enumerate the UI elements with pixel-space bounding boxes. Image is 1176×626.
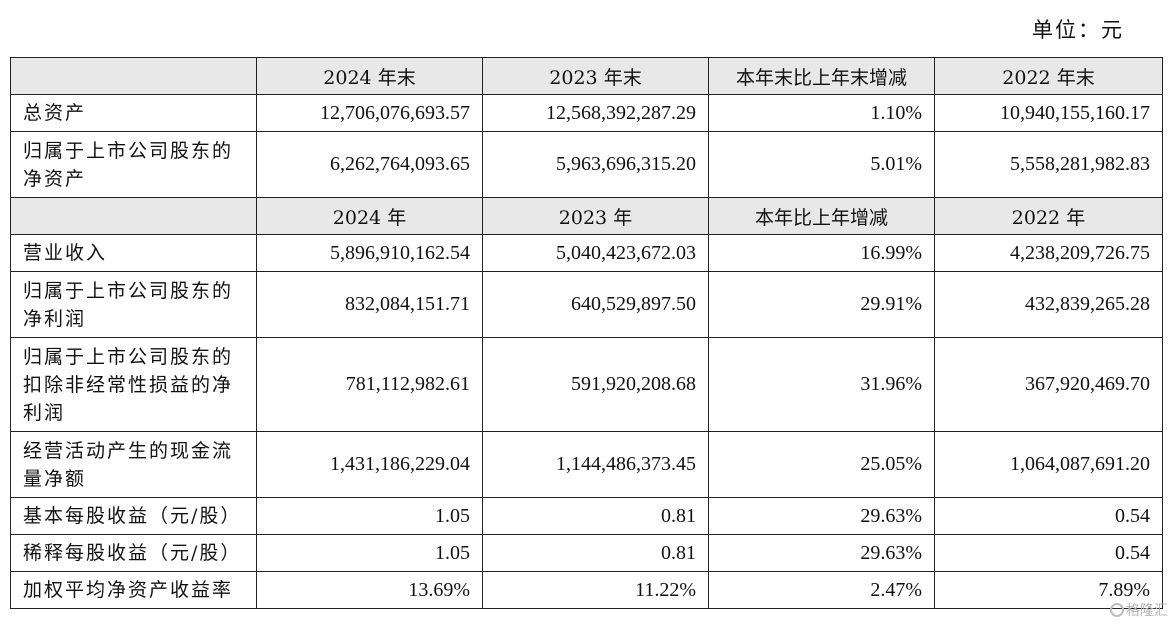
- value-2022: 7.89%: [934, 571, 1163, 609]
- value-2024: 5,896,910,162.54: [256, 234, 483, 272]
- value-2023: 591,920,208.68: [482, 337, 709, 432]
- value-2024: 1.05: [256, 534, 483, 572]
- table-row: 加权平均净资产收益率 13.69% 11.22% 2.47% 7.89%: [10, 571, 1163, 609]
- value-2024: 781,112,982.61: [256, 337, 483, 432]
- value-change: 31.96%: [708, 337, 935, 432]
- row-label: 基本每股收益（元/股）: [10, 497, 257, 535]
- value-change: 29.63%: [708, 497, 935, 535]
- value-change: 16.99%: [708, 234, 935, 272]
- table-row: 归属于上市公司股东的净资产 6,262,764,093.65 5,963,696…: [10, 131, 1163, 198]
- value-2022: 0.54: [934, 497, 1163, 535]
- header-2022-year: 2022 年: [934, 197, 1163, 235]
- row-label: 归属于上市公司股东的扣除非经常性损益的净利润: [10, 337, 257, 432]
- header-2023-year-end: 2023 年末: [482, 57, 709, 95]
- value-2022: 5,558,281,982.83: [934, 131, 1163, 198]
- header-row-year-end: 2024 年末 2023 年末 本年末比上年末增减 2022 年末: [10, 57, 1163, 95]
- row-label: 总资产: [10, 94, 257, 132]
- value-2024: 13.69%: [256, 571, 483, 609]
- value-change: 25.05%: [708, 431, 935, 498]
- value-2024: 6,262,764,093.65: [256, 131, 483, 198]
- value-change: 2.47%: [708, 571, 935, 609]
- table-row: 归属于上市公司股东的扣除非经常性损益的净利润 781,112,982.61 59…: [10, 337, 1163, 432]
- row-label: 归属于上市公司股东的净利润: [10, 271, 257, 338]
- value-2023: 640,529,897.50: [482, 271, 709, 338]
- watermark: 格隆汇: [1110, 600, 1168, 620]
- table-row: 基本每股收益（元/股） 1.05 0.81 29.63% 0.54: [10, 497, 1163, 535]
- financial-summary-table: 2024 年末 2023 年末 本年末比上年末增减 2022 年末 总资产 12…: [10, 57, 1163, 609]
- value-2022: 0.54: [934, 534, 1163, 572]
- value-2023: 1,144,486,373.45: [482, 431, 709, 498]
- value-2024: 1,431,186,229.04: [256, 431, 483, 498]
- gelonghui-logo-icon: [1110, 603, 1124, 617]
- header-2022-year-end: 2022 年末: [934, 57, 1163, 95]
- value-change: 1.10%: [708, 94, 935, 132]
- table-row: 稀释每股收益（元/股） 1.05 0.81 29.63% 0.54: [10, 534, 1163, 572]
- watermark-text: 格隆汇: [1126, 603, 1168, 619]
- value-2022: 1,064,087,691.20: [934, 431, 1163, 498]
- row-label: 经营活动产生的现金流量净额: [10, 431, 257, 498]
- table-row: 总资产 12,706,076,693.57 12,568,392,287.29 …: [10, 94, 1163, 132]
- header-2023-year: 2023 年: [482, 197, 709, 235]
- header-2024-year: 2024 年: [256, 197, 483, 235]
- value-change: 5.01%: [708, 131, 935, 198]
- value-2022: 432,839,265.28: [934, 271, 1163, 338]
- value-change: 29.63%: [708, 534, 935, 572]
- unit-label: 单位：元: [1032, 18, 1124, 42]
- table-row: 营业收入 5,896,910,162.54 5,040,423,672.03 1…: [10, 234, 1163, 272]
- header-blank-cell: [10, 197, 257, 235]
- table-row: 经营活动产生的现金流量净额 1,431,186,229.04 1,144,486…: [10, 431, 1163, 498]
- value-2024: 12,706,076,693.57: [256, 94, 483, 132]
- value-2024: 1.05: [256, 497, 483, 535]
- value-change: 29.91%: [708, 271, 935, 338]
- header-blank-cell: [10, 57, 257, 95]
- value-2023: 12,568,392,287.29: [482, 94, 709, 132]
- value-2024: 832,084,151.71: [256, 271, 483, 338]
- value-2023: 11.22%: [482, 571, 709, 609]
- table-row: 归属于上市公司股东的净利润 832,084,151.71 640,529,897…: [10, 271, 1163, 338]
- value-2022: 367,920,469.70: [934, 337, 1163, 432]
- row-label: 稀释每股收益（元/股）: [10, 534, 257, 572]
- row-label: 归属于上市公司股东的净资产: [10, 131, 257, 198]
- header-2024-year-end: 2024 年末: [256, 57, 483, 95]
- value-2023: 0.81: [482, 497, 709, 535]
- header-year-change: 本年比上年增减: [708, 197, 935, 235]
- value-2023: 5,040,423,672.03: [482, 234, 709, 272]
- value-2022: 10,940,155,160.17: [934, 94, 1163, 132]
- value-2023: 5,963,696,315.20: [482, 131, 709, 198]
- header-year-end-change: 本年末比上年末增减: [708, 57, 935, 95]
- row-label: 加权平均净资产收益率: [10, 571, 257, 609]
- row-label: 营业收入: [10, 234, 257, 272]
- value-2023: 0.81: [482, 534, 709, 572]
- header-row-year: 2024 年 2023 年 本年比上年增减 2022 年: [10, 197, 1163, 235]
- value-2022: 4,238,209,726.75: [934, 234, 1163, 272]
